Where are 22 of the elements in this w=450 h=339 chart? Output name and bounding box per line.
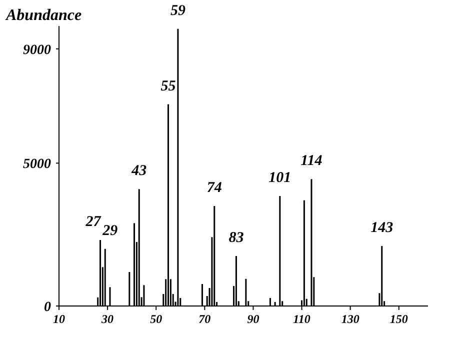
annotation: 101: [268, 170, 292, 186]
annotation: 43: [130, 163, 148, 180]
annotation: 74: [206, 180, 222, 196]
y-axis-title: Abundance: [5, 7, 82, 24]
x-tick-label: 30: [100, 312, 114, 326]
x-tick-label: 130: [341, 312, 360, 326]
x-tick-label: 70: [198, 312, 211, 326]
annotation: 143: [370, 220, 394, 236]
y-tick-label: 5000: [23, 157, 51, 172]
annotation: 59: [170, 2, 186, 19]
y-tick-label: 0: [44, 300, 51, 315]
annotation: 114: [300, 153, 323, 170]
y-tick-label: 9000: [23, 42, 51, 58]
x-tick-label: 50: [150, 312, 162, 326]
annotation: 83: [228, 230, 244, 246]
annotation: 55: [160, 78, 176, 94]
x-tick-label: 150: [390, 312, 408, 326]
x-tick-label: 10: [53, 312, 65, 326]
x-tick-label: 110: [293, 312, 310, 326]
annotation: 29: [102, 222, 118, 239]
annotation: 27: [84, 214, 102, 230]
x-tick-label: 90: [247, 312, 260, 326]
